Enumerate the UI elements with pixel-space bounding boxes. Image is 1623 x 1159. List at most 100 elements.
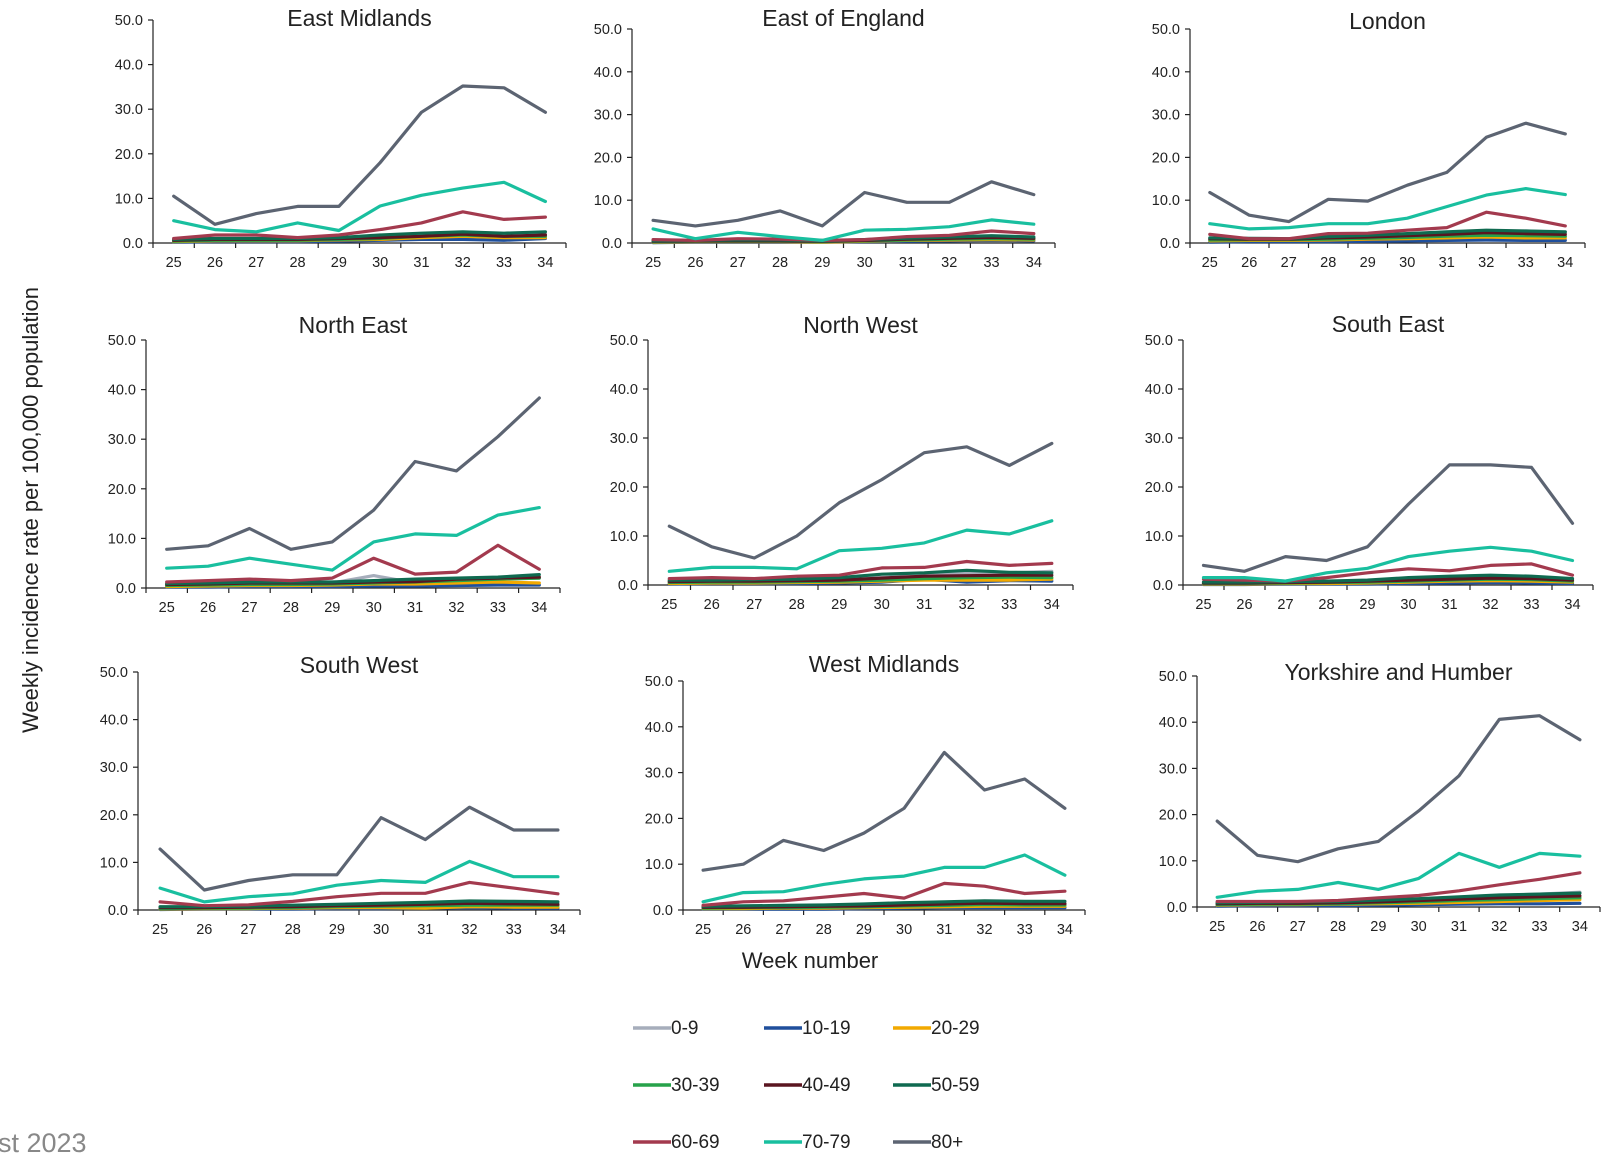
panel-south-east: South East 0.0 10.0 20.0 30.0 40.0 50.0 25 26 27 2… (1145, 311, 1594, 613)
x-tick-label: 34 (1044, 597, 1060, 613)
x-tick-label: 34 (531, 600, 547, 616)
x-tick-label: 29 (856, 922, 872, 938)
series-line-50-59 (667, 568, 1054, 582)
footer-date-fragment: st 2023 (0, 1128, 87, 1158)
panel-north-west: North West 0.0 10.0 20.0 30.0 40.0 50.0 25 26 27 2… (610, 312, 1074, 613)
x-tick-label: 25 (152, 922, 168, 938)
x-tick-label: 28 (285, 922, 301, 938)
x-tick-label: 32 (461, 922, 477, 938)
x-tick-label: 32 (1478, 255, 1494, 271)
series-line-80plus (172, 84, 548, 226)
y-tick-label: 40.0 (1145, 382, 1173, 398)
x-tick-label: 32 (959, 597, 975, 613)
legend-item-60-69: 60-69 (633, 1132, 720, 1153)
panel-east-of-england: East of England 0.0 10.0 20.0 30.0 40.0 50.0 25… (594, 5, 1056, 271)
y-tick-label: 0.0 (1167, 900, 1187, 916)
y-tick-label: 20.0 (594, 150, 622, 166)
x-tick-label: 30 (1399, 255, 1415, 271)
series-line-50-59 (165, 572, 541, 586)
x-tick-label: 33 (1531, 919, 1547, 935)
x-tick-label: 30 (896, 922, 912, 938)
x-tick-label: 29 (329, 922, 345, 938)
x-tick-label: 32 (455, 255, 471, 271)
x-tick-label: 31 (407, 600, 423, 616)
x-tick-label: 33 (983, 255, 999, 271)
x-tick-label: 27 (746, 597, 762, 613)
y-tick-label: 10.0 (594, 193, 622, 209)
legend-label: 70-79 (802, 1132, 851, 1153)
y-tick-label: 0.0 (602, 236, 622, 252)
x-tick-label: 32 (1491, 919, 1507, 935)
x-tick-label: 31 (1439, 255, 1455, 271)
x-tick-label: 26 (1249, 919, 1265, 935)
x-tick-label: 34 (1057, 922, 1073, 938)
y-tick-label: 30.0 (645, 766, 673, 782)
x-tick-label: 28 (289, 255, 305, 271)
x-tick-label: 25 (695, 922, 711, 938)
x-tick-label: 32 (941, 255, 957, 271)
legend-label: 20-29 (931, 1018, 980, 1039)
series-line-60-69 (172, 210, 548, 241)
x-tick-label: 29 (1360, 255, 1376, 271)
x-tick-label: 27 (775, 922, 791, 938)
legend-label: 40-49 (802, 1075, 851, 1096)
legend-item-80plus: 80+ (893, 1132, 963, 1153)
y-tick-label: 40.0 (1152, 65, 1180, 81)
series-line-60-69 (701, 881, 1067, 908)
series-line-80plus (1208, 121, 1567, 224)
x-tick-label: 31 (413, 255, 429, 271)
y-tick-label: 40.0 (108, 383, 136, 399)
y-tick-label: 20.0 (115, 147, 143, 163)
legend-item-40-49: 40-49 (764, 1075, 851, 1096)
x-tick-label: 33 (1001, 597, 1017, 613)
series-line-80plus (1201, 463, 1575, 573)
x-tick-label: 27 (1290, 919, 1306, 935)
panel-title: West Midlands (809, 651, 959, 677)
x-tick-label: 29 (831, 597, 847, 613)
x-tick-label: 30 (1411, 919, 1427, 935)
panel-west-midlands: West Midlands 0.0 10.0 20.0 30.0 40.0 50.0 25 26… (645, 651, 1086, 938)
x-tick-label: 34 (1557, 255, 1573, 271)
panel-title: South West (300, 652, 419, 678)
y-tick-label: 10.0 (1145, 529, 1173, 545)
legend-label: 60-69 (671, 1132, 720, 1153)
y-tick-label: 10.0 (108, 531, 136, 547)
y-tick-label: 30.0 (594, 108, 622, 124)
x-tick-label: 28 (772, 255, 788, 271)
y-tick-label: 40.0 (610, 382, 638, 398)
legend-label: 0-9 (671, 1018, 698, 1039)
y-tick-label: 10.0 (100, 855, 128, 871)
x-tick-label: 28 (816, 922, 832, 938)
x-tick-label: 25 (1202, 255, 1218, 271)
panel-title: London (1349, 8, 1426, 34)
x-tick-label: 34 (1564, 597, 1580, 613)
x-tick-label: 27 (1277, 597, 1293, 613)
x-tick-label: 32 (976, 922, 992, 938)
y-tick-label: 30.0 (1145, 431, 1173, 447)
y-tick-label: 30.0 (1152, 108, 1180, 124)
y-tick-label: 50.0 (594, 22, 622, 38)
series-line-70-79 (701, 853, 1067, 904)
y-tick-label: 10.0 (1152, 193, 1180, 209)
x-axis-label: Week number (742, 948, 879, 973)
series-line-80plus (1215, 714, 1582, 864)
x-tick-label: 30 (373, 922, 389, 938)
x-tick-label: 26 (200, 600, 216, 616)
series-line-70-79 (172, 180, 548, 234)
y-tick-label: 10.0 (610, 529, 638, 545)
x-tick-label: 26 (687, 255, 703, 271)
series-line-60-69 (667, 559, 1054, 581)
x-tick-label: 30 (1400, 597, 1416, 613)
x-tick-label: 29 (1359, 597, 1375, 613)
x-tick-label: 31 (417, 922, 433, 938)
panel-east-midlands: East Midlands 0.0 10.0 20.0 30.0 40.0 50.0 25 26… (115, 5, 567, 271)
y-tick-label: 20.0 (100, 808, 128, 824)
y-tick-label: 20.0 (645, 811, 673, 827)
legend-label: 30-39 (671, 1075, 720, 1096)
x-tick-label: 26 (207, 255, 223, 271)
x-tick-label: 28 (1318, 597, 1334, 613)
x-tick-label: 34 (550, 922, 566, 938)
y-tick-label: 40.0 (100, 713, 128, 729)
x-tick-label: 28 (283, 600, 299, 616)
